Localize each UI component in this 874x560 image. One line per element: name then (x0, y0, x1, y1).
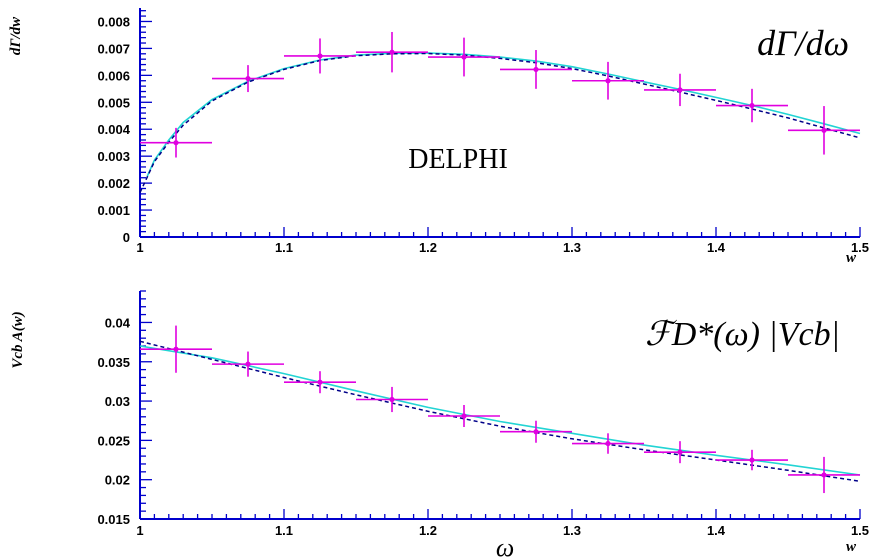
decay-rate-x-tick-label: 1.4 (707, 240, 726, 255)
form-factor-x-tick-label: 1.5 (851, 523, 869, 538)
point-marker (245, 75, 251, 82)
point-marker (461, 413, 467, 419)
form-factor-y-tick-label: 0.03 (105, 394, 130, 409)
decay-rate-data-point (716, 88, 788, 123)
decay-rate-y-tick-label: 0.008 (97, 14, 130, 29)
decay-rate-y-tick-label: 0.001 (97, 203, 130, 218)
decay-rate-y-tick-label: 0.003 (97, 149, 130, 164)
form-factor-fit-solid (139, 345, 861, 476)
form-factor-data-point (212, 351, 284, 377)
decay-rate-data-point (140, 127, 212, 158)
point-marker (173, 140, 179, 146)
point-marker (317, 379, 323, 385)
decay-rate-x-axis-label: w (846, 250, 857, 266)
point-marker (677, 449, 683, 455)
form-factor-x-axis-label-below: ω (496, 533, 514, 560)
point-marker (821, 472, 827, 478)
form-factor-marks (139, 290, 861, 520)
point-marker (749, 457, 755, 463)
form-factor-data-point (644, 441, 716, 464)
form-factor-data-point (356, 386, 428, 413)
form-factor-ticks: 1 1.1 1.2 1.3 1.4 1.5 0.015 0.02 0.025 0.03 0.035 0… (97, 315, 869, 538)
decay-rate-y-tick-label: 0 (123, 230, 130, 245)
decay-rate-fit-dashed (139, 52, 861, 193)
form-factor-panel: 1 1.1 1.2 1.3 1.4 1.5 0.015 0.02 0.025 0.03 0.035 0… (10, 290, 869, 560)
decay-rate-data-point (284, 38, 356, 74)
form-factor-x-tick-label: 1.1 (275, 523, 293, 538)
point-marker (389, 396, 395, 403)
point-marker (245, 361, 251, 367)
point-marker (173, 346, 179, 352)
point-marker (533, 429, 539, 435)
decay-rate-y-tick-label: 0.006 (97, 68, 130, 83)
form-factor-y-axis-label: Vcb A(w) (10, 311, 26, 368)
point-marker (821, 127, 827, 133)
decay-rate-data-point (428, 37, 500, 77)
form-factor-fit-dashed (139, 340, 861, 483)
decay-rate-x-tick-label: 1.2 (419, 240, 437, 255)
decay-rate-x-tick-label: 1 (136, 240, 143, 255)
experiment-label: DELPHI (408, 144, 508, 175)
form-factor-y-tick-label: 0.025 (97, 433, 130, 448)
decay-rate-marks (139, 8, 861, 238)
point-marker (533, 66, 539, 73)
decay-rate-y-axis-label: dΓ/dw (8, 16, 24, 55)
form-factor-data-point (284, 371, 356, 394)
form-factor-y-tick-label: 0.02 (105, 473, 130, 488)
decay-rate-y-tick-label: 0.005 (97, 95, 130, 110)
point-marker (389, 49, 395, 55)
decay-rate-data-point (788, 106, 860, 155)
form-factor-x-tick-label: 1.2 (419, 523, 437, 538)
form-factor-x-axis-label: w (846, 539, 857, 555)
decay-rate-data-point (572, 61, 644, 100)
form-factor-x-tick-label: 1.4 (707, 523, 726, 538)
form-factor-data-point (140, 325, 212, 373)
form-factor-data-point (716, 449, 788, 471)
form-factor-y-tick-label: 0.04 (105, 315, 131, 330)
decay-rate-x-tick-label: 1.1 (275, 240, 293, 255)
form-factor-y-tick-label: 0.015 (97, 512, 130, 527)
form-factor-data-point (500, 420, 572, 443)
form-factor-annotation: ℱD*(ω) |Vcb| (645, 316, 840, 353)
form-factor-data-point (428, 405, 500, 428)
decay-rate-y-tick-label: 0.004 (97, 122, 130, 137)
decay-rate-data-point (644, 73, 716, 107)
decay-rate-y-tick-label: 0.007 (97, 41, 130, 56)
decay-rate-annotation: dΓ/dω (757, 23, 849, 63)
decay-rate-panel: 1 1.1 1.2 1.3 1.4 1.5 0 0.001 0.002 0.003 0.004 0.0… (8, 8, 869, 266)
form-factor-x-tick-label: 1 (136, 523, 143, 538)
decay-rate-data-point (500, 50, 572, 89)
decay-rate-data-point (212, 65, 284, 93)
decay-rate-x-tick-label: 1.3 (563, 240, 581, 255)
decay-rate-ticks: 1 1.1 1.2 1.3 1.4 1.5 0 0.001 0.002 0.003 0.004 0.0… (97, 14, 869, 255)
form-factor-data-point (572, 433, 644, 454)
point-marker (605, 440, 611, 447)
form-factor-data-point (788, 456, 860, 494)
decay-rate-data-point (356, 31, 428, 73)
decay-rate-y-tick-label: 0.002 (97, 176, 130, 191)
form-factor-y-tick-label: 0.035 (97, 355, 130, 370)
point-marker (749, 102, 755, 109)
point-marker (461, 54, 467, 60)
point-marker (317, 53, 323, 59)
point-marker (677, 87, 683, 93)
form-factor-x-tick-label: 1.3 (563, 523, 581, 538)
point-marker (605, 78, 611, 84)
decay-rate-x-tick-label: 1.5 (851, 240, 869, 255)
